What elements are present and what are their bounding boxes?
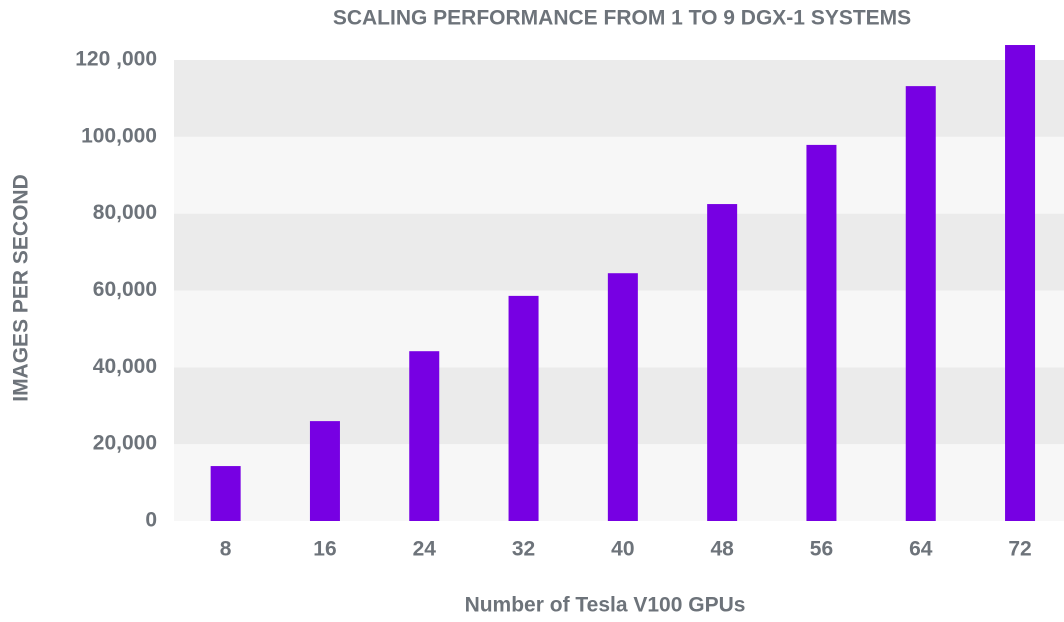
x-tick-label: 56 [810, 538, 833, 561]
x-tick-label: 64 [909, 538, 933, 561]
y-axis-label: IMAGES PER SECOND [10, 174, 33, 402]
bar [806, 144, 837, 522]
x-tick-label: 72 [1008, 538, 1031, 561]
bar [210, 466, 241, 521]
y-tick-label: 60,000 [93, 278, 157, 301]
y-tick-label: 0 [145, 509, 157, 532]
bar [309, 421, 340, 521]
x-tick-label: 8 [220, 538, 232, 561]
x-tick-label: 48 [710, 538, 734, 561]
y-tick-label: 20,000 [93, 432, 157, 455]
y-tick-label: 40,000 [93, 355, 157, 378]
y-tick-label: 120 ,000 [75, 48, 157, 71]
y-tick-label: 100,000 [81, 124, 157, 147]
chart-title: SCALING PERFORMANCE FROM 1 TO 9 DGX-1 SY… [333, 7, 911, 30]
x-tick-label: 24 [413, 538, 437, 561]
x-tick-label: 40 [611, 538, 634, 561]
x-tick-label: 32 [512, 538, 535, 561]
bar [409, 351, 440, 521]
y-tick-label: 80,000 [93, 201, 157, 224]
bar [508, 295, 539, 521]
bar [1005, 45, 1036, 522]
bar [905, 86, 936, 521]
x-tick-label: 16 [313, 538, 336, 561]
bar [707, 204, 738, 521]
bar [607, 273, 638, 521]
x-axis-label: Number of Tesla V100 GPUs [465, 594, 746, 617]
